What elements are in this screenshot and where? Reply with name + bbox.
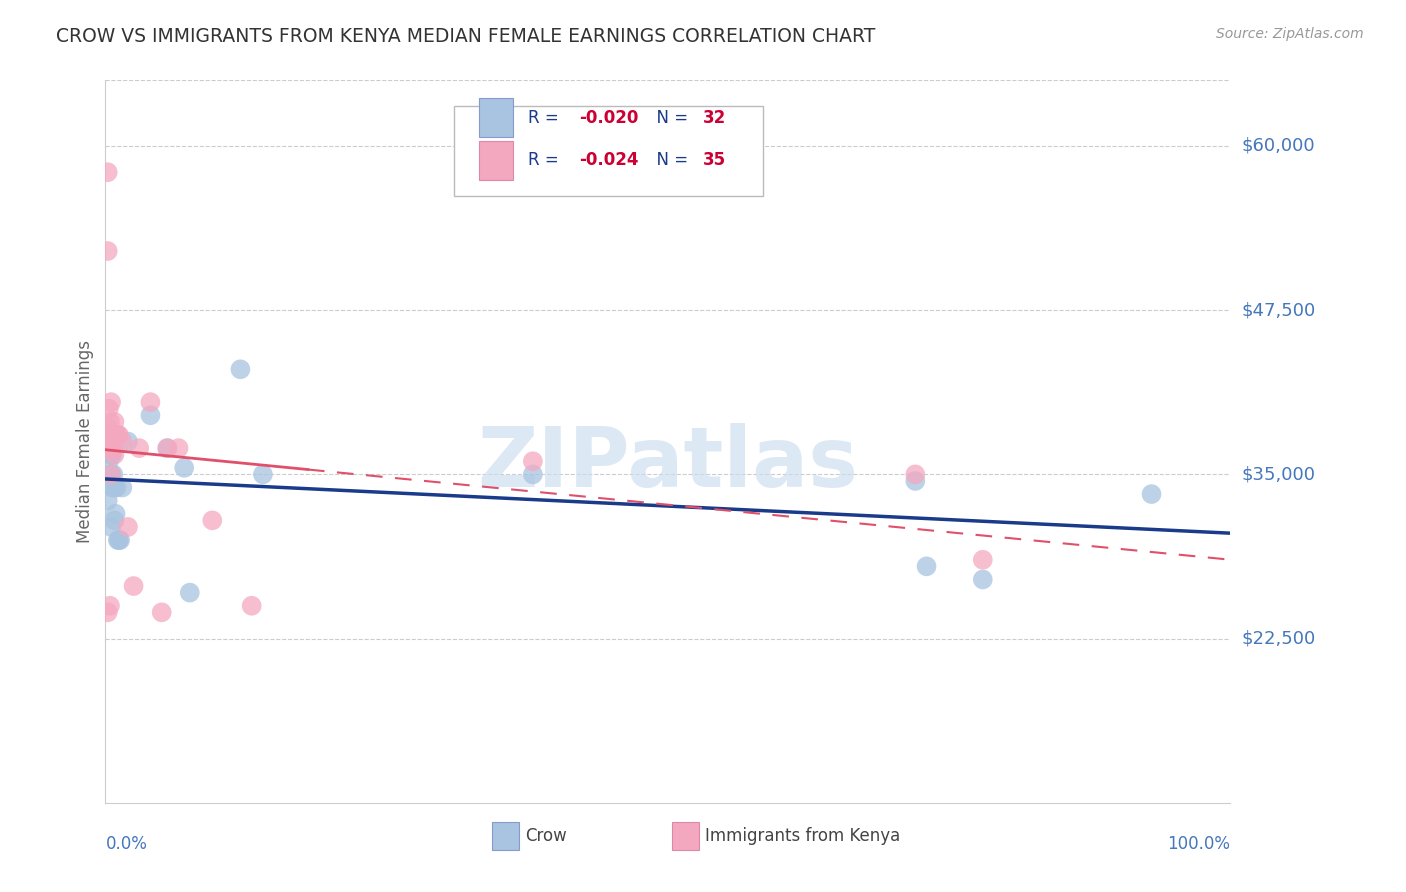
Point <box>111 481 134 495</box>
FancyBboxPatch shape <box>672 822 699 850</box>
Point <box>173 460 195 475</box>
Point <box>107 428 129 442</box>
Point <box>97 421 120 435</box>
Point <box>105 481 128 495</box>
Point <box>103 448 125 462</box>
Point <box>105 428 128 442</box>
Point <box>522 454 544 468</box>
Text: 32: 32 <box>703 109 725 127</box>
Point <box>915 559 938 574</box>
Point <box>179 585 201 599</box>
Point <box>103 441 125 455</box>
Point <box>98 415 121 429</box>
Point <box>972 553 994 567</box>
Point <box>107 533 129 547</box>
Text: R =: R = <box>529 109 564 127</box>
Point <box>103 481 125 495</box>
Text: 100.0%: 100.0% <box>1167 835 1230 854</box>
Point <box>904 474 927 488</box>
Text: $47,500: $47,500 <box>1241 301 1316 319</box>
Point <box>97 441 120 455</box>
Point <box>122 579 145 593</box>
Point <box>97 454 120 468</box>
Point <box>229 362 252 376</box>
Text: 35: 35 <box>703 152 725 169</box>
Point <box>97 605 120 619</box>
Point <box>117 520 139 534</box>
Text: R =: R = <box>529 152 564 169</box>
Point <box>100 448 122 462</box>
Point <box>103 467 125 482</box>
Point <box>98 428 121 442</box>
Point <box>101 441 124 455</box>
Point <box>104 507 127 521</box>
Point <box>904 467 927 482</box>
Point <box>100 395 122 409</box>
Point <box>522 467 544 482</box>
Text: N =: N = <box>647 152 693 169</box>
Point <box>97 493 120 508</box>
Point <box>108 428 131 442</box>
Point <box>100 520 122 534</box>
Text: Crow: Crow <box>524 827 567 845</box>
Text: CROW VS IMMIGRANTS FROM KENYA MEDIAN FEMALE EARNINGS CORRELATION CHART: CROW VS IMMIGRANTS FROM KENYA MEDIAN FEM… <box>56 27 876 45</box>
Point <box>167 441 190 455</box>
Text: $60,000: $60,000 <box>1241 137 1315 155</box>
Point <box>100 467 122 482</box>
Point <box>103 415 125 429</box>
Point <box>98 467 121 482</box>
FancyBboxPatch shape <box>492 822 519 850</box>
Point <box>156 441 179 455</box>
Text: -0.020: -0.020 <box>579 109 638 127</box>
Point <box>103 428 125 442</box>
Point <box>240 599 263 613</box>
Point <box>201 513 224 527</box>
Text: $22,500: $22,500 <box>1241 630 1316 648</box>
Point <box>98 599 121 613</box>
Point <box>128 441 150 455</box>
FancyBboxPatch shape <box>479 98 513 137</box>
Point <box>108 533 131 547</box>
Point <box>117 434 139 449</box>
Text: 0.0%: 0.0% <box>105 835 148 854</box>
Point <box>103 441 125 455</box>
Point <box>100 434 122 449</box>
Point <box>97 165 120 179</box>
Point <box>98 428 121 442</box>
Point <box>150 605 173 619</box>
Point <box>100 467 122 482</box>
Point <box>972 573 994 587</box>
Point <box>111 434 134 449</box>
Point <box>108 533 131 547</box>
Point <box>139 395 162 409</box>
Point <box>104 428 127 442</box>
Text: -0.024: -0.024 <box>579 152 638 169</box>
Point <box>97 401 120 416</box>
Point <box>101 428 124 442</box>
Point <box>1140 487 1163 501</box>
Text: Source: ZipAtlas.com: Source: ZipAtlas.com <box>1216 27 1364 41</box>
FancyBboxPatch shape <box>479 141 513 180</box>
Text: $35,000: $35,000 <box>1241 466 1316 483</box>
Point <box>97 434 120 449</box>
Text: Immigrants from Kenya: Immigrants from Kenya <box>704 827 900 845</box>
Point <box>252 467 274 482</box>
Text: ZIPatlas: ZIPatlas <box>478 423 858 504</box>
Point <box>101 448 124 462</box>
Point <box>97 244 120 258</box>
Point <box>156 441 179 455</box>
Y-axis label: Median Female Earnings: Median Female Earnings <box>76 340 94 543</box>
Point <box>103 513 125 527</box>
Text: N =: N = <box>647 109 693 127</box>
FancyBboxPatch shape <box>454 105 763 196</box>
Point <box>139 409 162 423</box>
Point <box>101 481 124 495</box>
